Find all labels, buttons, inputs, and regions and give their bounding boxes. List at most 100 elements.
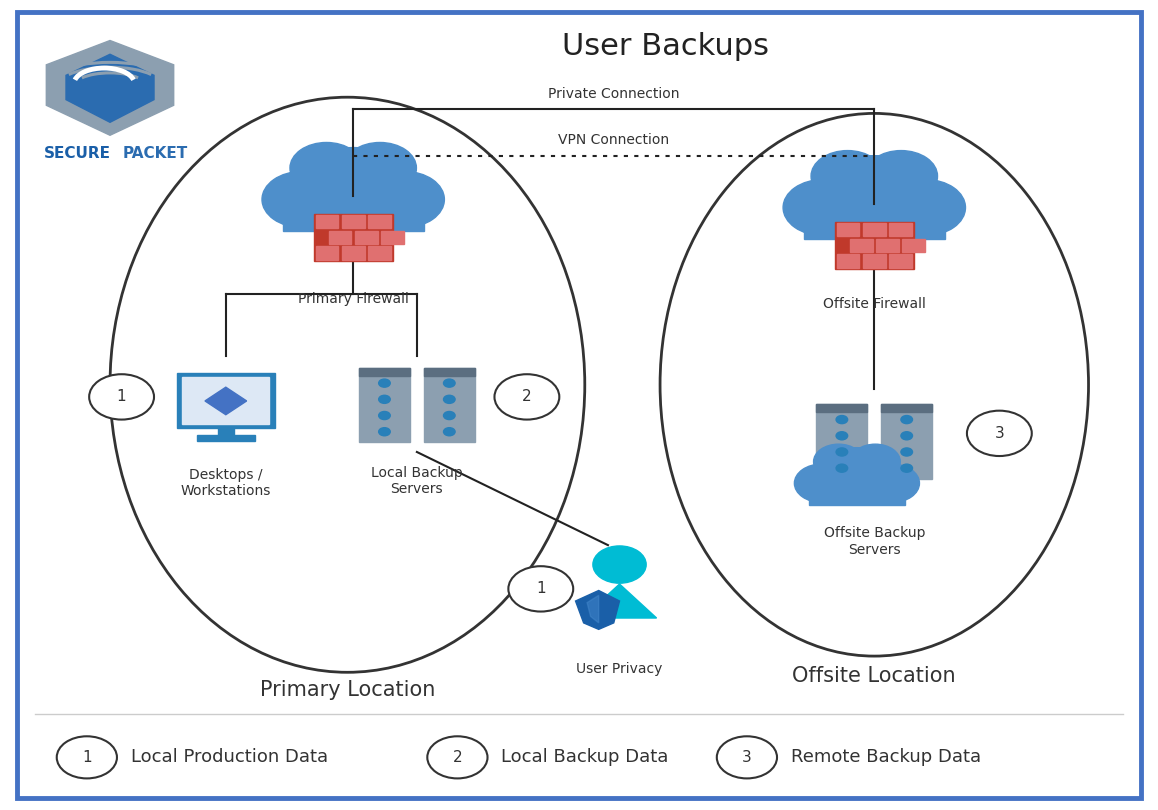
Circle shape — [819, 156, 930, 234]
Circle shape — [379, 411, 390, 420]
Bar — [863, 224, 886, 237]
Text: Primary Location: Primary Location — [259, 680, 435, 700]
Bar — [283, 195, 424, 231]
Circle shape — [794, 464, 850, 502]
Bar — [329, 231, 351, 244]
Circle shape — [444, 395, 455, 403]
Circle shape — [814, 444, 864, 480]
Bar — [424, 368, 475, 376]
Bar — [424, 368, 475, 442]
Circle shape — [901, 432, 913, 440]
Polygon shape — [205, 387, 247, 415]
Bar — [315, 215, 338, 228]
Bar — [835, 222, 914, 269]
Circle shape — [444, 379, 455, 387]
Circle shape — [444, 411, 455, 420]
Circle shape — [836, 448, 848, 456]
Bar — [176, 373, 274, 428]
Polygon shape — [66, 54, 154, 122]
Bar — [902, 239, 925, 252]
Circle shape — [508, 566, 573, 612]
Circle shape — [836, 432, 848, 440]
Circle shape — [444, 428, 455, 436]
Text: Local Backup Data: Local Backup Data — [501, 748, 669, 766]
Bar — [881, 404, 932, 412]
Ellipse shape — [660, 113, 1089, 656]
Text: Local Backup
Servers: Local Backup Servers — [371, 466, 463, 496]
Circle shape — [57, 736, 117, 778]
Polygon shape — [46, 40, 174, 135]
Bar — [342, 215, 365, 228]
Bar — [836, 254, 859, 268]
Circle shape — [593, 546, 646, 583]
Circle shape — [901, 416, 913, 424]
Circle shape — [364, 172, 445, 228]
Bar — [850, 239, 873, 252]
Text: 3: 3 — [742, 750, 752, 765]
Text: PACKET: PACKET — [123, 147, 188, 161]
Text: 1: 1 — [117, 390, 126, 404]
Circle shape — [850, 444, 900, 480]
Circle shape — [298, 147, 409, 226]
Circle shape — [379, 395, 390, 403]
Text: Offsite Location: Offsite Location — [792, 667, 957, 686]
Polygon shape — [576, 590, 620, 629]
Polygon shape — [587, 595, 599, 623]
FancyBboxPatch shape — [17, 12, 1141, 798]
Bar — [368, 246, 391, 260]
Bar — [342, 246, 365, 260]
Bar — [218, 423, 234, 437]
Circle shape — [290, 143, 362, 194]
Bar — [315, 246, 338, 260]
Bar — [356, 231, 378, 244]
Circle shape — [494, 374, 559, 420]
Text: Private Connection: Private Connection — [548, 87, 680, 101]
Text: 3: 3 — [995, 426, 1004, 441]
Bar — [863, 254, 886, 268]
Bar — [889, 254, 913, 268]
Circle shape — [717, 736, 777, 778]
Bar — [808, 480, 906, 505]
Circle shape — [901, 448, 913, 456]
Bar — [381, 231, 404, 244]
Text: Offsite Backup
Servers: Offsite Backup Servers — [823, 526, 925, 556]
Circle shape — [89, 374, 154, 420]
Circle shape — [885, 180, 966, 236]
Text: Remote Backup Data: Remote Backup Data — [791, 748, 981, 766]
Text: SECURE: SECURE — [44, 147, 111, 161]
Circle shape — [427, 736, 488, 778]
Circle shape — [819, 448, 895, 501]
Bar — [889, 224, 913, 237]
Circle shape — [379, 428, 390, 436]
Ellipse shape — [110, 97, 585, 672]
Text: User Backups: User Backups — [563, 32, 769, 62]
Text: User Privacy: User Privacy — [577, 662, 662, 676]
Text: VPN Connection: VPN Connection — [558, 134, 669, 147]
Bar — [881, 404, 932, 479]
Text: 2: 2 — [522, 390, 532, 404]
Circle shape — [864, 464, 919, 502]
Text: Offsite Firewall: Offsite Firewall — [823, 297, 925, 311]
Text: Desktops /
Workstations: Desktops / Workstations — [181, 468, 271, 498]
Polygon shape — [582, 584, 657, 618]
Bar — [359, 368, 410, 376]
Bar — [816, 404, 867, 479]
Bar — [368, 215, 391, 228]
Text: Primary Firewall: Primary Firewall — [298, 292, 409, 305]
Circle shape — [344, 143, 417, 194]
Circle shape — [836, 464, 848, 472]
Circle shape — [967, 411, 1032, 456]
Circle shape — [783, 180, 864, 236]
Text: 1: 1 — [82, 750, 91, 765]
Bar — [816, 404, 867, 412]
Circle shape — [811, 151, 884, 202]
Bar — [182, 377, 269, 424]
Bar — [875, 239, 899, 252]
Text: Local Production Data: Local Production Data — [131, 748, 328, 766]
Circle shape — [901, 464, 913, 472]
Bar — [836, 224, 859, 237]
Bar — [197, 435, 255, 441]
Bar — [359, 368, 410, 442]
Bar — [314, 214, 393, 261]
Circle shape — [379, 379, 390, 387]
